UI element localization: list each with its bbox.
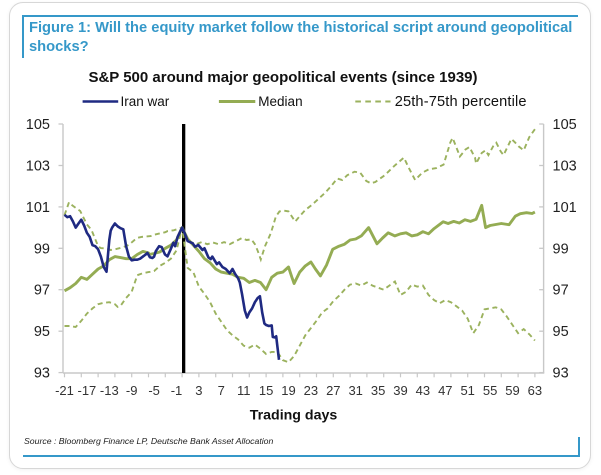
svg-text:-1: -1 [171, 383, 183, 398]
svg-text:-9: -9 [126, 383, 138, 398]
svg-text:103: 103 [26, 159, 50, 175]
svg-text:59: 59 [505, 383, 519, 398]
svg-text:63: 63 [528, 383, 542, 398]
svg-text:3: 3 [195, 383, 202, 398]
svg-text:23: 23 [304, 383, 318, 398]
svg-text:95: 95 [553, 324, 569, 340]
svg-text:101: 101 [553, 200, 577, 216]
svg-text:7: 7 [218, 383, 225, 398]
svg-text:15: 15 [259, 383, 273, 398]
svg-text:101: 101 [26, 200, 50, 216]
svg-text:97: 97 [34, 283, 50, 299]
svg-text:19: 19 [281, 383, 295, 398]
svg-text:31: 31 [348, 383, 362, 398]
svg-text:-21: -21 [55, 383, 74, 398]
svg-text:93: 93 [34, 366, 50, 382]
svg-text:39: 39 [393, 383, 407, 398]
svg-text:35: 35 [371, 383, 385, 398]
svg-text:-17: -17 [78, 383, 97, 398]
svg-text:25th-75th percentile: 25th-75th percentile [395, 94, 527, 110]
svg-text:105: 105 [553, 117, 577, 133]
svg-text:27: 27 [326, 383, 340, 398]
svg-text:99: 99 [553, 241, 569, 257]
svg-text:11: 11 [237, 383, 251, 398]
svg-text:Median: Median [258, 94, 302, 109]
svg-text:S&P 500 around major geopoliti: S&P 500 around major geopolitical events… [88, 69, 477, 86]
svg-text:43: 43 [416, 383, 430, 398]
svg-text:93: 93 [553, 366, 569, 382]
svg-text:47: 47 [438, 383, 452, 398]
svg-text:103: 103 [553, 159, 577, 175]
svg-text:Trading days: Trading days [250, 408, 338, 424]
svg-text:51: 51 [460, 383, 474, 398]
svg-text:55: 55 [483, 383, 497, 398]
svg-text:-5: -5 [148, 383, 160, 398]
svg-text:-13: -13 [100, 383, 119, 398]
svg-text:99: 99 [34, 241, 50, 257]
svg-text:95: 95 [34, 324, 50, 340]
svg-text:97: 97 [553, 283, 569, 299]
svg-text:Iran war: Iran war [121, 94, 170, 109]
svg-text:105: 105 [26, 117, 50, 133]
